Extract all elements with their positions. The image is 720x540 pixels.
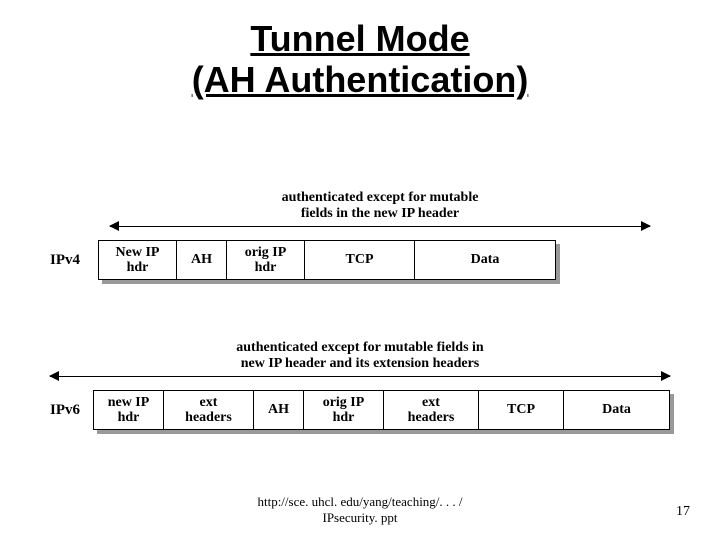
ipv6-label: IPv6 — [50, 390, 93, 430]
packet-cell: orig IP hdr — [304, 391, 384, 429]
slide-title: Tunnel Mode (AH Authentication) — [0, 0, 720, 101]
ipv4-caption-line1: authenticated except for mutable — [282, 190, 479, 205]
ipv4-caption-line2: fields in the new IP header — [301, 206, 459, 221]
ipv6-row: IPv6 new IP hdrext headersAHorig IP hdre… — [50, 390, 670, 430]
ipv4-packet-boxes: New IP hdrAHorig IP hdrTCPData — [98, 240, 556, 280]
ipv4-caption: authenticated except for mutable fields … — [110, 190, 650, 222]
packet-cell: AH — [254, 391, 304, 429]
ipv6-caption: authenticated except for mutable fields … — [50, 340, 670, 372]
packet-cell: new IP hdr — [94, 391, 164, 429]
packet-cell: TCP — [479, 391, 564, 429]
ipv6-caption-line2: new IP header and its extension headers — [241, 356, 480, 371]
packet-cell: orig IP hdr — [227, 241, 305, 279]
title-line2: (AH Authentication) — [192, 59, 529, 100]
title-line1: Tunnel Mode — [250, 18, 469, 59]
packet-cell: Data — [564, 391, 669, 429]
packet-cell: AH — [177, 241, 227, 279]
ipv4-row: IPv4 New IP hdrAHorig IP hdrTCPData — [50, 240, 670, 280]
packet-cell: Data — [415, 241, 555, 279]
footer-line2: IPsecurity. ppt — [323, 510, 398, 525]
footer-line1: http://sce. uhcl. edu/yang/teaching/. . … — [257, 494, 462, 509]
packet-cell: ext headers — [384, 391, 479, 429]
ipv6-extent-arrow — [50, 376, 670, 384]
packet-cell: TCP — [305, 241, 415, 279]
ipv4-diagram: authenticated except for mutable fields … — [50, 190, 670, 280]
ipv6-packet-boxes: new IP hdrext headersAHorig IP hdrext he… — [93, 390, 670, 430]
packet-cell: ext headers — [164, 391, 254, 429]
footer-url: http://sce. uhcl. edu/yang/teaching/. . … — [0, 494, 720, 526]
packet-cell: New IP hdr — [99, 241, 177, 279]
ipv6-caption-line1: authenticated except for mutable fields … — [236, 340, 483, 355]
ipv6-diagram: authenticated except for mutable fields … — [50, 340, 670, 430]
ipv4-extent-arrow — [110, 226, 650, 234]
ipv4-label: IPv4 — [50, 240, 98, 280]
page-number: 17 — [676, 504, 690, 520]
